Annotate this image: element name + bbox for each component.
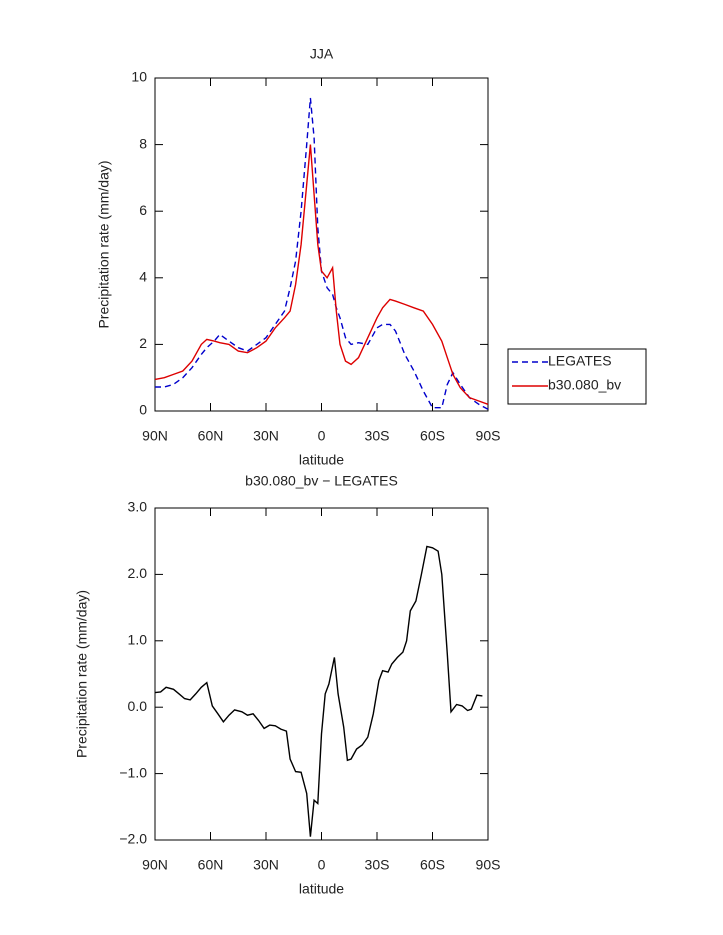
- y-axis-label: Precipitation rate (mm/day): [74, 590, 90, 758]
- y-tick-label: −2.0: [119, 831, 147, 847]
- x-tick-label: 60N: [198, 428, 224, 444]
- x-tick-label: 30N: [253, 428, 279, 444]
- x-tick-label: 0: [318, 428, 326, 444]
- y-tick-label: 10: [131, 69, 147, 85]
- y-axis-label: Precipitation rate (mm/day): [96, 160, 112, 328]
- x-tick-label: 90S: [476, 857, 501, 873]
- x-tick-label: 60S: [420, 428, 445, 444]
- chart-title: b30.080_bv − LEGATES: [245, 473, 398, 489]
- y-tick-label: 2: [139, 335, 147, 351]
- x-tick-label: 90S: [476, 428, 501, 444]
- data-line: [154, 545, 483, 837]
- y-tick-label: 4: [139, 269, 147, 285]
- x-tick-label: 30N: [253, 857, 279, 873]
- plot-frame: [154, 507, 489, 841]
- y-tick-label: 2.0: [128, 565, 148, 581]
- x-tick-label: 0: [318, 857, 326, 873]
- x-tick-label: 30S: [365, 857, 390, 873]
- x-tick-label: 60S: [420, 857, 445, 873]
- data-line: [154, 144, 489, 405]
- x-axis-label: latitude: [299, 452, 344, 468]
- legend-label: b30.080_bv: [548, 377, 621, 393]
- x-axis-label: latitude: [299, 881, 344, 897]
- plot-frame: [154, 77, 489, 412]
- chart-title: JJA: [310, 46, 334, 62]
- y-tick-label: 3.0: [128, 499, 148, 515]
- x-tick-label: 90N: [142, 428, 168, 444]
- y-tick-label: 0.0: [128, 698, 148, 714]
- x-tick-label: 60N: [198, 857, 224, 873]
- legend-label: LEGATES: [548, 353, 612, 369]
- x-tick-label: 90N: [142, 857, 168, 873]
- y-tick-label: −1.0: [119, 764, 147, 780]
- y-tick-label: 1.0: [128, 632, 148, 648]
- data-line: [155, 97, 489, 410]
- y-tick-label: 0: [139, 402, 147, 418]
- x-tick-label: 30S: [365, 428, 390, 444]
- legend-box: [507, 348, 647, 405]
- y-tick-label: 6: [139, 202, 147, 218]
- y-tick-label: 8: [139, 135, 147, 151]
